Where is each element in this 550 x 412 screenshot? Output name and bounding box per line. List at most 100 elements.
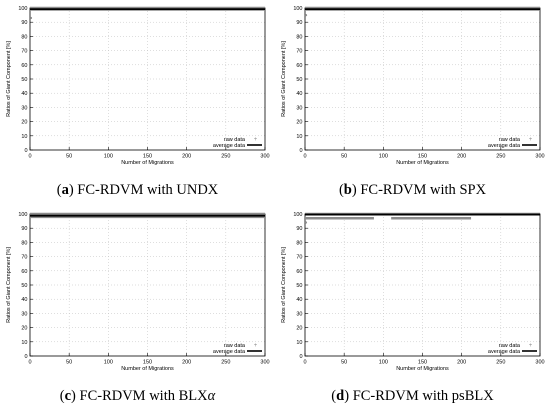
caption-c-symbol: α — [207, 388, 216, 404]
x-tick-label: 250 — [496, 154, 505, 160]
legend-raw-label: raw data — [499, 343, 521, 349]
x-tick-label: 150 — [418, 154, 427, 160]
y-tick-label: 50 — [296, 283, 302, 289]
x-axis-label: Number of Migrations — [121, 160, 174, 166]
x-axis-label: Number of Migrations — [121, 366, 174, 372]
legend-raw-marker: + — [254, 343, 258, 349]
y-tick-label: 40 — [296, 91, 302, 97]
y-tick-label: 40 — [21, 91, 27, 97]
raw-data-point — [29, 16, 33, 20]
x-tick-label: 150 — [143, 154, 152, 160]
caption-d-prefix: FC-RDVM with — [352, 388, 452, 404]
x-tick-label: 50 — [341, 154, 347, 160]
y-tick-label: 20 — [296, 120, 302, 126]
x-tick-label: 200 — [457, 154, 466, 160]
y-tick-label: 20 — [21, 326, 27, 332]
y-tick-label: 100 — [293, 212, 302, 218]
caption-d-method: psBLX — [451, 388, 494, 404]
y-tick-label: 60 — [21, 269, 27, 275]
legend-raw-label: raw data — [499, 137, 521, 143]
legend-raw-label: raw data — [224, 343, 246, 349]
y-axis-label: Ratios of Giant Component [%] — [281, 41, 287, 117]
x-tick-label: 300 — [260, 360, 269, 366]
legend-raw-marker: + — [254, 137, 258, 143]
x-tick-label: 100 — [379, 360, 388, 366]
x-tick-label: 100 — [104, 154, 113, 160]
y-tick-label: 30 — [21, 105, 27, 111]
chart-b-plot: 0 50 100 150 200 250 300 0 10 20 30 40 50 60 70 80 90 100… — [281, 6, 545, 166]
chart-panel-a: 0 50 100 150 200 250 300 0 10 20 30 40 50 60 70 80 90 100… — [0, 0, 275, 206]
y-tick-label: 100 — [18, 212, 27, 218]
caption-a-prefix: FC-RDVM with — [77, 182, 177, 198]
y-axis-label: Ratios of Giant Component [%] — [6, 247, 12, 323]
caption-b-prefix: FC-RDVM with — [360, 182, 460, 198]
y-tick-label: 30 — [296, 105, 302, 111]
y-tick-label: 0 — [24, 148, 27, 154]
caption-a-label: a — [61, 182, 69, 198]
y-tick-label: 40 — [21, 297, 27, 303]
y-tick-label: 100 — [18, 6, 27, 12]
chart-panel-d: 0 50 100 150 200 250 300 0 10 20 30 40 50 60 70 80 90 100… — [275, 206, 550, 412]
y-tick-label: 30 — [296, 311, 302, 317]
y-tick-label: 70 — [296, 49, 302, 55]
y-axis-label: Ratios of Giant Component [%] — [6, 41, 12, 117]
y-tick-label: 90 — [296, 20, 302, 26]
caption-c-label: c — [64, 388, 72, 404]
caption-c: (c) FC-RDVM with BLXα — [59, 388, 216, 404]
y-tick-label: 10 — [21, 134, 27, 140]
y-tick-label: 0 — [299, 354, 302, 360]
raw-data-point — [304, 13, 308, 17]
x-tick-label: 100 — [379, 154, 388, 160]
y-tick-label: 50 — [21, 283, 27, 289]
x-tick-label: 300 — [535, 154, 544, 160]
y-tick-label: 60 — [21, 63, 27, 69]
legend-avg-label: average data — [488, 143, 521, 149]
y-tick-label: 90 — [21, 20, 27, 26]
legend-avg-label: average data — [488, 349, 521, 355]
y-tick-label: 0 — [24, 354, 27, 360]
x-tick-label: 200 — [457, 360, 466, 366]
x-tick-label: 100 — [104, 360, 113, 366]
y-tick-label: 90 — [21, 226, 27, 232]
y-tick-label: 10 — [296, 134, 302, 140]
legend-avg-label: average data — [213, 349, 246, 355]
caption-b-method: SPX — [459, 182, 487, 198]
x-tick-label: 300 — [260, 154, 269, 160]
y-tick-label: 20 — [296, 326, 302, 332]
x-tick-label: 150 — [418, 360, 427, 366]
x-tick-label: 300 — [535, 360, 544, 366]
chart-c-plot: 0 50 100 150 200 250 300 0 10 20 30 40 50 60 70 80 90 100… — [6, 212, 270, 372]
y-tick-label: 80 — [21, 34, 27, 40]
y-tick-label: 10 — [21, 340, 27, 346]
y-tick-label: 70 — [296, 255, 302, 261]
x-tick-label: 0 — [28, 360, 31, 366]
x-axis-label: Number of Migrations — [396, 160, 449, 166]
caption-d-label: d — [336, 388, 345, 404]
y-tick-label: 90 — [296, 226, 302, 232]
y-tick-label: 50 — [296, 77, 302, 83]
y-tick-label: 40 — [296, 297, 302, 303]
y-tick-label: 20 — [21, 120, 27, 126]
y-tick-label: 80 — [21, 240, 27, 246]
x-tick-label: 50 — [341, 360, 347, 366]
caption-d: (d) FC-RDVM with psBLX — [331, 388, 494, 404]
caption-a-method: UNDX — [176, 182, 219, 198]
y-tick-label: 0 — [299, 148, 302, 154]
x-tick-label: 150 — [143, 360, 152, 366]
chart-panel-c: 0 50 100 150 200 250 300 0 10 20 30 40 50 60 70 80 90 100… — [0, 206, 275, 412]
chart-d-plot: 0 50 100 150 200 250 300 0 10 20 30 40 50 60 70 80 90 100… — [281, 212, 545, 372]
caption-b-label: b — [343, 182, 352, 198]
legend-raw-marker: + — [529, 137, 533, 143]
chart-a-plot: 0 50 100 150 200 250 300 0 10 20 30 40 50 60 70 80 90 100… — [6, 6, 270, 166]
x-tick-label: 0 — [303, 154, 306, 160]
y-tick-label: 70 — [21, 49, 27, 55]
x-tick-label: 250 — [496, 360, 505, 366]
caption-a: (a) FC-RDVM with UNDX — [56, 182, 219, 198]
caption-b: (b) FC-RDVM with SPX — [338, 182, 487, 198]
x-tick-label: 250 — [221, 360, 230, 366]
y-tick-label: 70 — [21, 255, 27, 261]
y-tick-label: 80 — [296, 240, 302, 246]
raw-data-point — [304, 221, 308, 224]
x-tick-label: 0 — [303, 360, 306, 366]
x-tick-label: 250 — [221, 154, 230, 160]
